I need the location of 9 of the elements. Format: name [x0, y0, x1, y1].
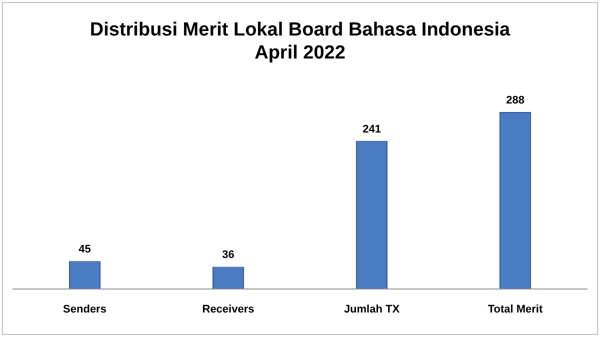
x-tick-label: Receivers — [202, 303, 254, 316]
x-tick-label: Total Merit — [488, 303, 543, 316]
x-tick-label: Jumlah TX — [344, 303, 400, 316]
chart-title: Distribusi Merit Lokal Board Bahasa Indonesia April 2022 — [90, 20, 511, 64]
data-label: 241 — [362, 123, 381, 136]
data-label: 36 — [222, 249, 234, 262]
x-tick-label: Senders — [63, 303, 106, 316]
data-label: 288 — [506, 94, 524, 106]
data-label: 45 — [78, 244, 91, 256]
